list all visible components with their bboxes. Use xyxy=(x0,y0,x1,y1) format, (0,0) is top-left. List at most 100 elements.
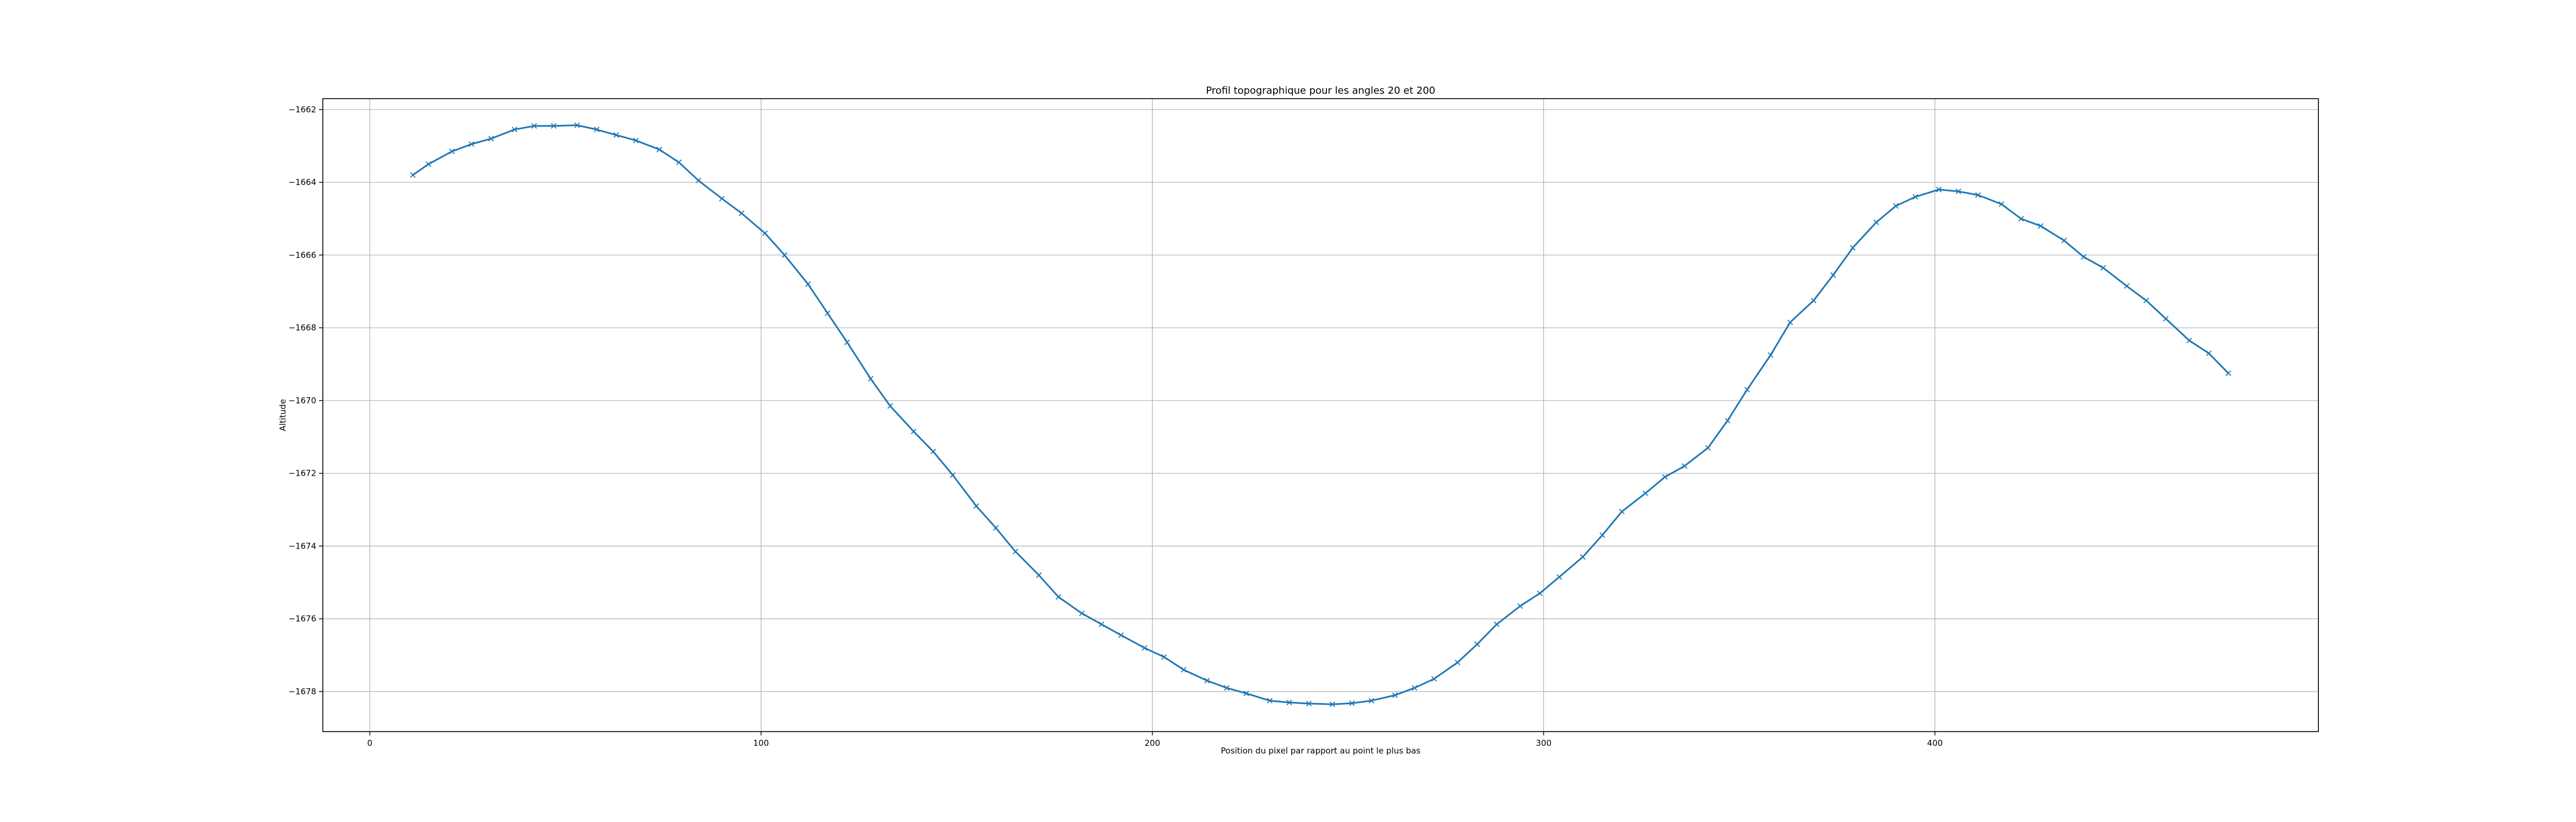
data-point-marker xyxy=(1556,574,1563,580)
data-point-marker xyxy=(1642,490,1649,496)
data-point-marker xyxy=(1537,590,1543,596)
data-point-marker xyxy=(1705,445,1711,451)
data-point-marker xyxy=(950,472,956,478)
data-point-marker xyxy=(1243,690,1249,697)
data-point-marker xyxy=(1012,549,1018,555)
data-point-marker xyxy=(2037,223,2044,229)
data-point-marker xyxy=(1810,298,1817,304)
tick-layer: 0 100 200 300 400 −1662 −1664 −1666 −1668 −1670 −1… xyxy=(288,105,1942,748)
data-point-marker xyxy=(887,403,893,409)
data-point-marker xyxy=(762,230,768,236)
data-point-marker xyxy=(805,281,811,287)
data-point-marker xyxy=(1306,700,1312,707)
data-point-marker xyxy=(1975,192,1981,198)
data-point-marker xyxy=(676,159,682,165)
data-point-marker xyxy=(594,127,600,133)
data-point-marker xyxy=(930,448,936,455)
data-point-marker xyxy=(1036,572,1042,578)
data-point-marker xyxy=(738,210,745,216)
y-tick-label: −1676 xyxy=(288,614,316,624)
data-point-marker xyxy=(1286,699,1292,706)
data-point-marker xyxy=(1956,189,1962,195)
data-point-marker xyxy=(2186,338,2192,344)
data-point-marker xyxy=(1455,659,1461,666)
y-tick-label: −1662 xyxy=(288,105,316,115)
y-tick-label: −1666 xyxy=(288,250,316,260)
data-point-marker xyxy=(2225,370,2231,376)
data-point-marker xyxy=(1392,692,1398,698)
data-point-marker xyxy=(1850,245,1856,251)
data-point-marker xyxy=(1998,201,2004,207)
data-point-marker xyxy=(1893,203,1899,209)
data-point-marker xyxy=(2100,265,2106,271)
series-line xyxy=(412,124,2229,705)
data-point-marker xyxy=(2124,283,2130,289)
data-point-marker xyxy=(1619,509,1625,515)
data-point-marker xyxy=(410,172,416,178)
data-point-marker xyxy=(1768,352,1774,358)
data-point-marker xyxy=(1411,685,1417,691)
data-point-marker xyxy=(993,525,999,531)
data-point-marker xyxy=(613,132,619,138)
data-point-marker xyxy=(1474,641,1480,647)
data-point-marker xyxy=(1912,194,1918,200)
chart-title: Profil topographique pour les angles 20 … xyxy=(1206,85,1435,96)
x-tick-label: 0 xyxy=(367,738,373,748)
grid xyxy=(323,99,2318,732)
x-tick-label: 300 xyxy=(1536,738,1552,748)
data-point-marker xyxy=(1118,632,1124,638)
data-point-marker xyxy=(656,146,663,153)
data-point-marker xyxy=(868,375,874,382)
data-point-marker xyxy=(1936,186,1942,193)
data-point-marker xyxy=(551,123,557,129)
data-point-marker xyxy=(1517,603,1523,609)
data-point-marker xyxy=(2061,237,2067,244)
data-point-marker xyxy=(1267,698,1273,704)
data-point-marker xyxy=(1369,698,1375,704)
data-point-marker xyxy=(1599,532,1605,538)
data-point-marker xyxy=(719,196,725,202)
data-point-marker xyxy=(1431,676,1437,682)
data-point-marker xyxy=(1349,700,1355,706)
data-point-marker xyxy=(1204,677,1210,684)
data-point-marker xyxy=(1329,701,1336,707)
data-point-marker xyxy=(1098,621,1104,627)
y-tick-label: −1672 xyxy=(288,469,316,478)
plot-frame xyxy=(322,98,2319,732)
data-point-marker xyxy=(511,127,517,133)
series-layer xyxy=(410,122,2231,707)
data-point-marker xyxy=(425,161,431,167)
data-point-marker xyxy=(469,141,475,147)
y-tick-label: −1678 xyxy=(288,687,316,697)
data-point-marker xyxy=(824,310,831,316)
data-point-marker xyxy=(1056,594,1062,600)
data-point-marker xyxy=(844,339,850,345)
x-tick-label: 200 xyxy=(1144,738,1160,748)
data-point-marker xyxy=(2205,350,2212,356)
y-tick-label: −1670 xyxy=(288,396,316,406)
data-point-marker xyxy=(1830,272,1836,278)
y-tick-label: −1664 xyxy=(288,178,316,187)
x-tick-label: 400 xyxy=(1927,738,1943,748)
x-tick-label: 100 xyxy=(753,738,769,748)
data-point-marker xyxy=(1142,645,1148,651)
x-axis-title: Position du pixel par rapport au point l… xyxy=(1221,746,1420,756)
data-point-marker xyxy=(2143,298,2150,304)
data-point-marker xyxy=(696,178,702,184)
data-point-marker xyxy=(1744,386,1750,393)
data-point-marker xyxy=(449,149,455,155)
data-point-marker xyxy=(1662,474,1668,480)
data-point-marker xyxy=(1873,219,1879,225)
data-point-marker xyxy=(1787,319,1793,326)
data-point-marker xyxy=(2018,215,2024,222)
data-point-marker xyxy=(574,122,580,128)
data-point-marker xyxy=(973,503,979,509)
data-point-marker xyxy=(1580,554,1586,560)
data-point-marker xyxy=(1079,610,1085,616)
data-point-marker xyxy=(1724,418,1731,424)
data-point-marker xyxy=(1494,621,1500,627)
y-axis-title: Altitude xyxy=(278,399,288,431)
data-point-marker xyxy=(531,123,537,129)
